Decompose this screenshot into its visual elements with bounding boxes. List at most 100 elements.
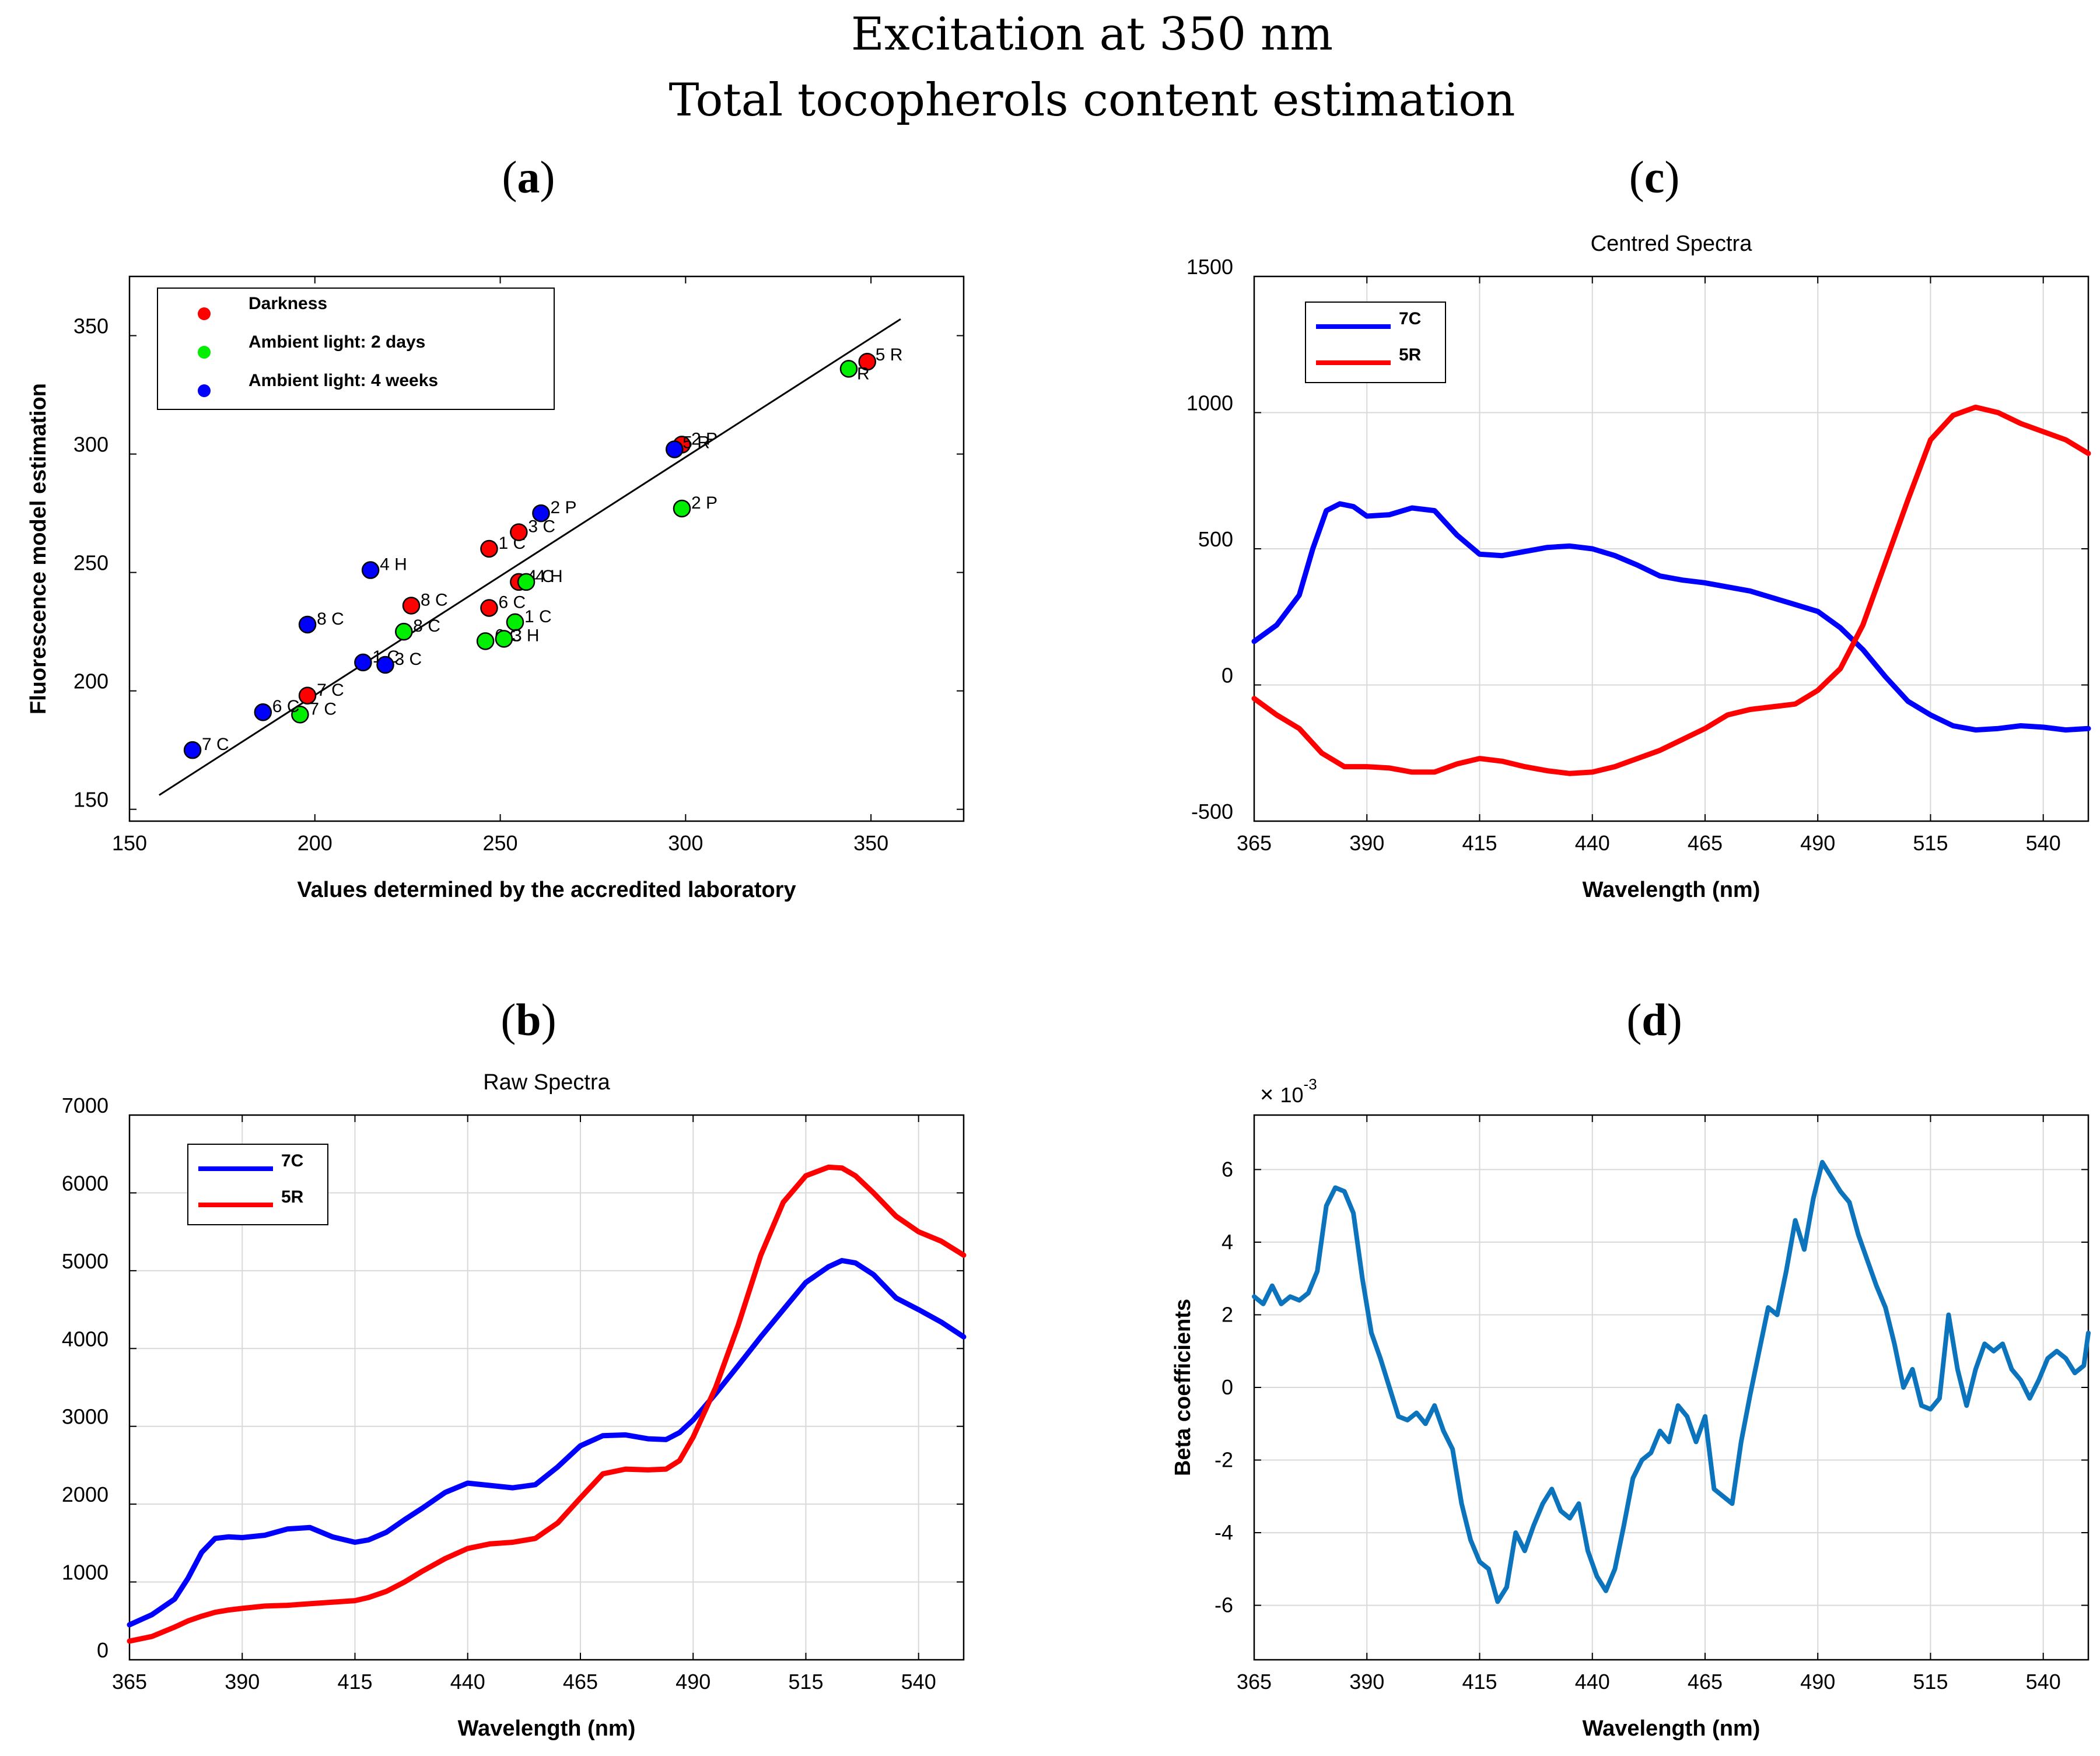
series-line-7C: [1251, 501, 2091, 733]
y-tick-label: 6: [1222, 1157, 1233, 1181]
scatter-point: [480, 539, 498, 558]
legend: 7C 5R: [1305, 302, 1446, 383]
x-axis-label: Wavelength (nm): [1583, 1716, 1760, 1741]
legend-label: 5R: [281, 1187, 304, 1207]
y-tick-label: 1000: [1186, 391, 1233, 415]
y-tick-label: 3000: [62, 1405, 108, 1429]
x-tick-label: 540: [2026, 1670, 2061, 1694]
y-tick-label: 200: [74, 670, 108, 693]
scatter-point: [183, 741, 202, 759]
y-tick-label: 1000: [62, 1561, 108, 1585]
point-label: 5 R: [682, 433, 710, 452]
x-tick-label: 490: [1800, 1670, 1835, 1694]
panel-label-d: (d): [1626, 994, 1682, 1045]
y-tick-label: 500: [1198, 527, 1233, 551]
scatter-point: [858, 352, 877, 371]
y-tick-label: 0: [1222, 1375, 1233, 1399]
scatter-point: [517, 573, 536, 591]
y-tick-label: 6000: [62, 1171, 108, 1195]
scatter-point: [298, 615, 317, 634]
y-tick-label: 0: [97, 1638, 108, 1662]
figure-title-line1: Excitation at 350 nm: [851, 8, 1333, 61]
panel-d-beta-coefficients-chart: 365 390 415 440 465 490 515 540 -6 -4 -2 0 2 4 6 Wavele…: [1171, 1075, 2091, 1741]
plot-frame: [128, 275, 965, 822]
scatter-point: [510, 523, 528, 541]
point-label: 4 H: [380, 555, 407, 574]
legend-box: [187, 1144, 328, 1225]
scatter-point: [298, 686, 317, 705]
x-axis-label: Values determined by the accredited labo…: [297, 878, 796, 902]
point-label: R: [857, 364, 870, 383]
y-tick-label: 5000: [62, 1249, 108, 1273]
y-tick-label: -2: [1214, 1448, 1233, 1472]
x-tick-label: 490: [1800, 831, 1835, 855]
y-tick-label: -6: [1214, 1593, 1233, 1617]
scatter-point: [506, 613, 524, 632]
scatter-point: [354, 653, 372, 672]
panel-label-b: (b): [501, 994, 556, 1045]
x-tick-label: 415: [1462, 1670, 1497, 1694]
series-line-beta: [1252, 1159, 2091, 1604]
y-tick-label: 4: [1222, 1230, 1233, 1254]
series-line-7C: [127, 1258, 967, 1628]
legend-box: [157, 288, 555, 410]
x-tick-label: 415: [1462, 831, 1497, 855]
x-axis-label: Wavelength (nm): [1583, 878, 1760, 902]
scatter-point: [480, 599, 498, 617]
legend-label: Ambient light: 4 weeks: [249, 371, 438, 390]
legend-label: 5R: [1399, 345, 1422, 364]
x-tick-label: 490: [676, 1670, 710, 1694]
x-tick-label: 440: [1575, 831, 1610, 855]
x-tick-label: 465: [563, 1670, 598, 1694]
x-tick-label: 515: [788, 1670, 823, 1694]
scatter-point: [666, 440, 684, 458]
x-tick-label: 365: [1237, 831, 1272, 855]
series-line-5R: [1251, 404, 2091, 776]
legend: Darkness Ambient light: 2 days Ambient lig…: [157, 288, 555, 410]
y-tick-label: -4: [1214, 1520, 1233, 1544]
point-label: 8 C: [413, 616, 440, 636]
y-tick-label: 7000: [62, 1093, 108, 1117]
x-tick-label: 365: [1237, 1670, 1272, 1694]
y-tick-label: 1500: [1186, 255, 1233, 279]
y-tick-label: 4000: [62, 1327, 108, 1351]
point-label: 4 H: [536, 567, 563, 586]
y-tick-label: 0: [1222, 664, 1233, 688]
x-axis-label: Wavelength (nm): [458, 1716, 636, 1741]
x-tick-label: 540: [901, 1670, 936, 1694]
legend-label: Ambient light: 2 days: [249, 332, 425, 352]
y-multiplier: × 10-3: [1260, 1075, 1317, 1107]
scatter-point: [395, 622, 413, 641]
panel-c-centred-spectra-chart: 365 390 415 440 465 490 515 540 -500 0 500 1000 1500…: [1186, 232, 2091, 902]
panel-b-raw-spectra-chart: 365 390 415 440 465 490 515 540 0 1000 2000 3000 400…: [62, 1070, 967, 1741]
legend-label: 7C: [281, 1151, 303, 1170]
series-line-5R: [127, 1164, 967, 1644]
x-tick-label: 390: [1349, 1670, 1384, 1694]
scatter-point: [476, 632, 495, 650]
x-tick-label: 200: [298, 831, 332, 855]
x-tick-label: 440: [450, 1670, 485, 1694]
plot-frame: [128, 1114, 965, 1661]
point-label: 5 R: [876, 345, 903, 364]
panel-a-scatter-chart: 150 200 250 300 350 150 200 250 300 350 Values det…: [26, 275, 965, 902]
point-label: 2 P: [550, 498, 576, 517]
y-axis-label: Fluorescence model estimation: [26, 383, 51, 714]
x-tick-label: 465: [1688, 1670, 1723, 1694]
scatter-point: [839, 360, 858, 378]
point-label: 6 C: [498, 593, 526, 612]
x-tick-label: 440: [1575, 1670, 1610, 1694]
point-label: 2 P: [691, 429, 718, 448]
y-tick-label: 2000: [62, 1482, 108, 1506]
point-label: 7 C: [309, 699, 337, 718]
x-tick-label: 415: [337, 1670, 372, 1694]
legend-marker: [198, 307, 211, 320]
x-tick-label: 390: [1349, 831, 1384, 855]
scatter-point: [361, 561, 380, 579]
legend-marker: [198, 384, 211, 397]
figure-title-line2: Total tocopherols content estimation: [669, 74, 1516, 127]
panel-label-c: (c): [1629, 152, 1680, 202]
legend-label: 7C: [1399, 309, 1421, 328]
x-tick-label: 390: [225, 1670, 260, 1694]
x-tick-label: 465: [1688, 831, 1723, 855]
